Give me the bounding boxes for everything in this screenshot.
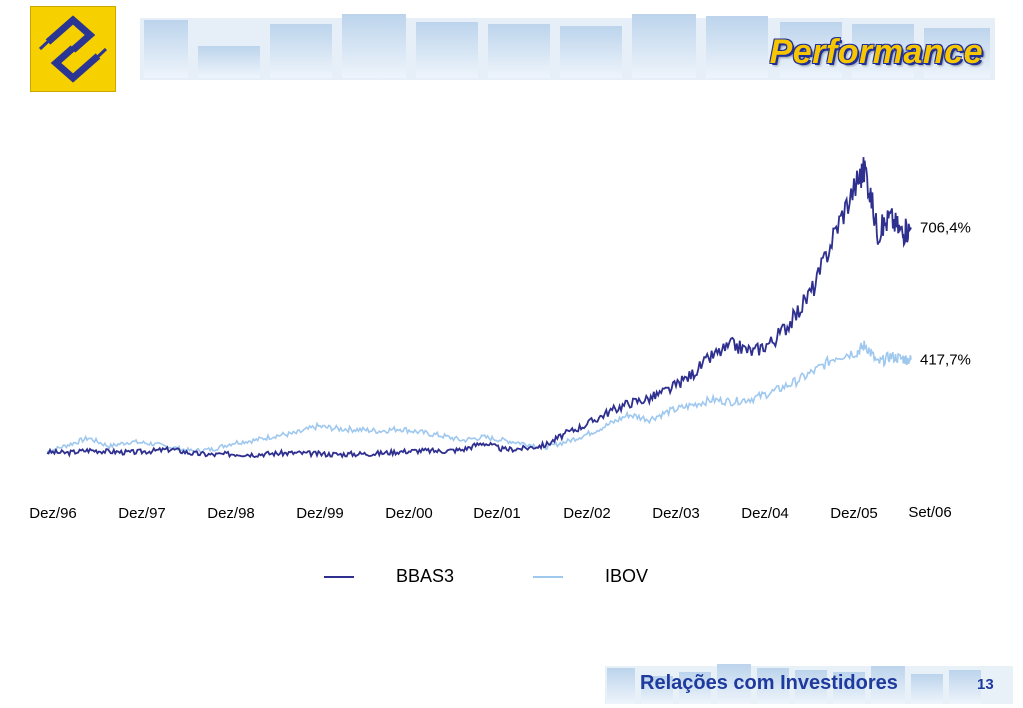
x-tick-label: Dez/97 bbox=[118, 505, 166, 522]
x-tick-label: Dez/00 bbox=[385, 505, 433, 522]
page-title: Performance bbox=[769, 33, 983, 71]
x-tick-label: Dez/99 bbox=[296, 505, 344, 522]
x-tick-label: Dez/03 bbox=[652, 505, 700, 522]
bbas3-legend-swatch bbox=[324, 575, 354, 578]
footer-investor-relations: Relações com Investidores bbox=[640, 672, 898, 694]
bbas3-end-label: 706,4% bbox=[920, 219, 971, 236]
performance-line-chart: Dez/96 Dez/97 Dez/98 Dez/99 Dez/00 Dez/01 Dez/… bbox=[29, 157, 971, 522]
x-tick-label: Dez/05 bbox=[830, 505, 878, 522]
x-tick-label: Dez/04 bbox=[741, 505, 789, 522]
ibov-series-line bbox=[46, 340, 912, 454]
banco-do-brasil-logo-icon bbox=[30, 6, 116, 92]
x-tick-label: Dez/02 bbox=[563, 505, 611, 522]
ibov-legend-label: IBOV bbox=[605, 566, 649, 586]
page-number: 13 bbox=[977, 676, 994, 693]
ibov-legend-swatch bbox=[533, 575, 563, 578]
header-band bbox=[140, 14, 995, 80]
legend-item-ibov: IBOV bbox=[533, 566, 648, 587]
x-axis-ticks: Dez/96 Dez/97 Dez/98 Dez/99 Dez/00 Dez/01 Dez/… bbox=[29, 504, 951, 522]
x-tick-label: Dez/01 bbox=[473, 505, 521, 522]
bbas3-legend-label: BBAS3 bbox=[396, 566, 455, 586]
footer-band bbox=[605, 664, 1013, 704]
ibov-end-label: 417,7% bbox=[920, 352, 971, 369]
chart-legend: BBAS3 IBOV bbox=[0, 566, 1023, 596]
x-tick-label: Set/06 bbox=[908, 504, 951, 521]
x-tick-label: Dez/98 bbox=[207, 505, 255, 522]
bbas3-series-line bbox=[46, 157, 912, 459]
legend-item-bbas3: BBAS3 bbox=[324, 566, 454, 587]
x-tick-label: Dez/96 bbox=[29, 505, 77, 522]
